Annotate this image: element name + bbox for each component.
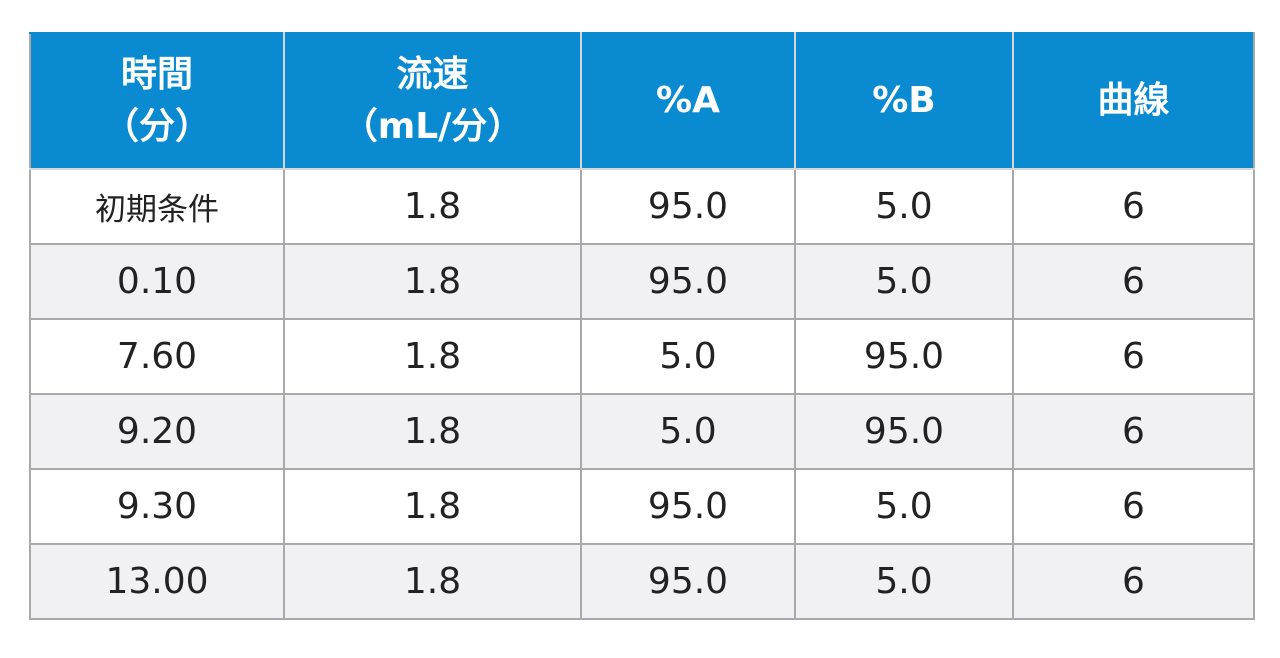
cell-percent-b: 5.0: [794, 543, 1014, 620]
header-flow-label: 流速: [396, 54, 469, 95]
cell-flow: 1.8: [283, 168, 582, 245]
header-flow-unit: （mL/分）: [341, 106, 524, 147]
cell-percent-a: 95.0: [580, 468, 796, 545]
header-time: 時間 （分）: [29, 32, 285, 170]
header-flow: 流速 （mL/分）: [283, 32, 582, 170]
cell-curve: 6: [1012, 168, 1255, 245]
cell-percent-b: 95.0: [794, 393, 1014, 470]
cell-flow: 1.8: [283, 468, 582, 545]
cell-percent-a: 5.0: [580, 393, 796, 470]
cell-time: 0.10: [29, 243, 285, 320]
header-percent-a: %A: [580, 32, 796, 170]
header-percent-a-label: %A: [656, 80, 720, 121]
cell-percent-a: 95.0: [580, 543, 796, 620]
cell-flow: 1.8: [283, 393, 582, 470]
cell-curve: 6: [1012, 243, 1255, 320]
cell-percent-a: 95.0: [580, 243, 796, 320]
table-row: 9.20 1.8 5.0 95.0 6: [29, 393, 1255, 470]
cell-flow: 1.8: [283, 243, 582, 320]
cell-flow: 1.8: [283, 543, 582, 620]
cell-percent-b: 5.0: [794, 243, 1014, 320]
cell-percent-b: 5.0: [794, 468, 1014, 545]
header-time-unit: （分）: [102, 106, 211, 147]
table-row: 13.00 1.8 95.0 5.0 6: [29, 543, 1255, 620]
cell-curve: 6: [1012, 468, 1255, 545]
cell-percent-b: 95.0: [794, 318, 1014, 395]
cell-time: 9.30: [29, 468, 285, 545]
header-curve-label: 曲線: [1097, 80, 1170, 121]
cell-percent-a: 5.0: [580, 318, 796, 395]
table-row: 初期条件 1.8 95.0 5.0 6: [29, 168, 1255, 245]
cell-time: 13.00: [29, 543, 285, 620]
cell-flow: 1.8: [283, 318, 582, 395]
cell-time: 9.20: [29, 393, 285, 470]
cell-time: 初期条件: [29, 168, 285, 245]
header-row: 時間 （分） 流速 （mL/分） %A %B 曲線: [29, 32, 1255, 170]
table-row: 0.10 1.8 95.0 5.0 6: [29, 243, 1255, 320]
cell-time: 7.60: [29, 318, 285, 395]
cell-percent-a: 95.0: [580, 168, 796, 245]
cell-curve: 6: [1012, 543, 1255, 620]
header-percent-b: %B: [794, 32, 1014, 170]
table-row: 9.30 1.8 95.0 5.0 6: [29, 468, 1255, 545]
table-row: 7.60 1.8 5.0 95.0 6: [29, 318, 1255, 395]
header-time-label: 時間: [120, 54, 193, 95]
cell-curve: 6: [1012, 393, 1255, 470]
cell-percent-b: 5.0: [794, 168, 1014, 245]
gradient-table: 時間 （分） 流速 （mL/分） %A %B 曲線 初期条件 1.8 95.0 …: [29, 32, 1255, 620]
header-percent-b-label: %B: [872, 80, 936, 121]
header-curve: 曲線: [1012, 32, 1255, 170]
cell-curve: 6: [1012, 318, 1255, 395]
